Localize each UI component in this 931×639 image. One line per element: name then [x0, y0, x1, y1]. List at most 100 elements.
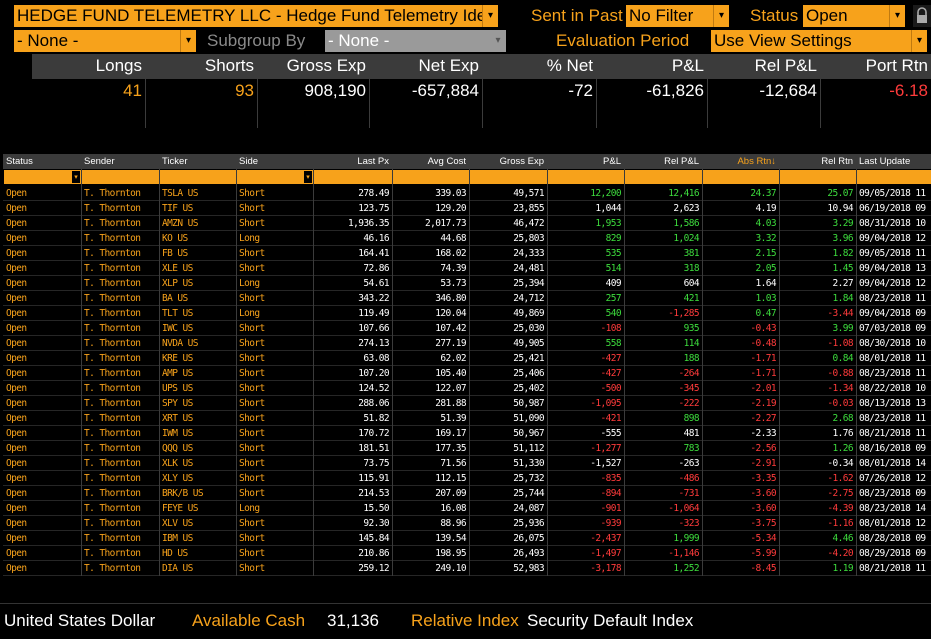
cell-side: Long	[239, 278, 260, 289]
column-header-rel-rtn[interactable]: Rel Rtn	[821, 156, 853, 167]
column-header-ticker[interactable]: Ticker	[162, 156, 188, 167]
column-filter-last-update[interactable]	[857, 170, 931, 184]
row-separator	[3, 260, 931, 261]
table-row[interactable]: Open T. Thornton AMP US Short 107.20 105.40 25…	[3, 366, 931, 381]
column-header-last-px[interactable]: Last Px	[357, 156, 389, 167]
cell-rel-rtn: 25.07	[827, 188, 853, 199]
table-row[interactable]: Open T. Thornton NVDA US Short 274.13 277.19 4…	[3, 336, 931, 351]
summary-value-pct-net: -72	[568, 81, 593, 100]
relative-index-label: Relative Index	[411, 611, 519, 630]
evaluation-period-select[interactable]: Use View Settings	[711, 30, 911, 52]
table-row[interactable]: Open T. Thornton TIF US Short 123.75 129.20 23…	[3, 201, 931, 216]
summary-header-rel-pnl: Rel P&L	[708, 54, 820, 79]
cell-status: Open	[6, 398, 27, 409]
status-chevron-down-icon[interactable]: ▾	[889, 5, 905, 27]
column-filter-rel-rtn[interactable]	[780, 170, 856, 184]
sent-in-past-chevron-down-icon[interactable]: ▾	[713, 5, 729, 27]
table-row[interactable]: Open T. Thornton AMZN US Short 1,936.35 2,017…	[3, 216, 931, 231]
cell-sender: T. Thornton	[84, 503, 141, 514]
table-row[interactable]: Open T. Thornton IWC US Short 107.66 107.42 25…	[3, 321, 931, 336]
sent-in-past-select[interactable]: No Filter	[626, 5, 713, 27]
table-row[interactable]: Open T. Thornton XRT US Short 51.82 51.39 51,0…	[3, 411, 931, 426]
group-chevron-down-icon[interactable]: ▾	[180, 30, 196, 52]
cell-ticker: XLY US	[162, 473, 193, 484]
fund-select-chevron-down-icon[interactable]: ▾	[482, 5, 498, 27]
table-row[interactable]: Open T. Thornton DIA US Short 259.12 249.10 52…	[3, 561, 931, 576]
column-header-side[interactable]: Side	[239, 156, 259, 167]
column-header-pnl[interactable]: P&L	[603, 156, 621, 167]
column-filter-pnl[interactable]	[548, 170, 624, 184]
subgroup-select[interactable]: - None -	[325, 30, 490, 52]
column-filter-avg-cost[interactable]	[393, 170, 469, 184]
cell-last-px: 1,936.35	[348, 218, 390, 229]
column-filter-status[interactable]: ▾	[4, 170, 81, 184]
summary-value-gross-exp: 908,190	[304, 81, 366, 100]
summary-divider	[145, 54, 146, 128]
table-row[interactable]: Open T. Thornton XLK US Short 73.75 71.56 51,3…	[3, 456, 931, 471]
subgroup-chevron-down-icon[interactable]: ▾	[490, 30, 506, 52]
column-filter-sender[interactable]	[82, 170, 159, 184]
cell-ticker: IWM US	[162, 428, 193, 439]
cell-sender: T. Thornton	[84, 473, 141, 484]
filter-chevron-down-icon[interactable]: ▾	[71, 170, 81, 184]
status-select[interactable]: Open	[803, 5, 889, 27]
table-row[interactable]: Open T. Thornton XLE US Short 72.86 74.39 24,4…	[3, 261, 931, 276]
table-row[interactable]: Open T. Thornton FB US Short 164.41 168.02 24,…	[3, 246, 931, 261]
table-row[interactable]: Open T. Thornton IWM US Short 170.72 169.17 50…	[3, 426, 931, 441]
column-header-avg-cost[interactable]: Avg Cost	[427, 156, 466, 167]
table-row[interactable]: Open T. Thornton KRE US Short 63.08 62.02 25,4…	[3, 351, 931, 366]
column-header-sender[interactable]: Sender	[84, 156, 115, 167]
column-filter-side[interactable]: ▾	[237, 170, 313, 184]
table-row[interactable]: Open T. Thornton QQQ US Short 181.51 177.35 51…	[3, 441, 931, 456]
cell-ticker: NVDA US	[162, 338, 198, 349]
table-row[interactable]: Open T. Thornton KO US Long 46.16 44.68 25,803…	[3, 231, 931, 246]
column-header-status[interactable]: Status	[6, 156, 33, 167]
lock-icon[interactable]	[913, 5, 931, 27]
cell-sender: T. Thornton	[84, 428, 141, 439]
cell-last-px: 343.22	[358, 293, 389, 304]
row-separator	[3, 485, 931, 486]
cell-side: Short	[239, 203, 265, 214]
cell-status: Open	[6, 518, 27, 529]
filter-bar-second: - None - ▾ Subgroup By - None - ▾ Evalua…	[0, 29, 931, 54]
cell-rel-pnl: 1,252	[673, 563, 699, 574]
column-filter-abs-rtn[interactable]	[703, 170, 779, 184]
cell-rel-rtn: 3.29	[832, 218, 854, 229]
table-row[interactable]: Open T. Thornton SPY US Short 288.06 281.88 50…	[3, 396, 931, 411]
table-row[interactable]: Open T. Thornton FEYE US Long 15.50 16.08 24,0…	[3, 501, 931, 516]
table-row[interactable]: Open T. Thornton TSLA US Short 278.49 339.03 4…	[3, 186, 931, 201]
column-filter-gross-exp[interactable]	[470, 170, 547, 184]
group-select[interactable]: - None -	[14, 30, 180, 52]
table-row[interactable]: Open T. Thornton IBM US Short 145.84 139.54 26…	[3, 531, 931, 546]
column-filter-last-px[interactable]	[314, 170, 392, 184]
cell-ticker: XLV US	[162, 518, 193, 529]
cell-rel-rtn: 3.96	[832, 233, 854, 244]
column-header-gross-exp[interactable]: Gross Exp	[499, 156, 544, 167]
summary-header-pct-net: % Net	[483, 54, 596, 79]
table-row[interactable]: Open T. Thornton XLV US Short 92.30 88.96 25,9…	[3, 516, 931, 531]
cell-avg-cost: 346.80	[435, 293, 466, 304]
column-header-rel-pnl[interactable]: Rel P&L	[664, 156, 699, 167]
table-row[interactable]: Open T. Thornton HD US Short 210.86 198.95 26,…	[3, 546, 931, 561]
table-row[interactable]: Open T. Thornton XLY US Short 115.91 112.15 25…	[3, 471, 931, 486]
cell-side: Short	[239, 518, 265, 529]
table-row[interactable]: Open T. Thornton XLP US Long 54.61 53.73 25,39…	[3, 276, 931, 291]
column-header-last-update[interactable]: Last Update	[859, 156, 911, 167]
column-filter-ticker[interactable]	[160, 170, 236, 184]
cell-gross-exp: 25,030	[513, 323, 544, 334]
column-header-abs-rtn[interactable]: Abs Rtn↓	[737, 156, 776, 167]
cell-side: Short	[239, 263, 265, 274]
column-filter-rel-pnl[interactable]	[625, 170, 702, 184]
summary-divider	[707, 54, 708, 128]
table-row[interactable]: Open T. Thornton BRK/B US Short 214.53 207.09…	[3, 486, 931, 501]
cell-avg-cost: 71.56	[440, 458, 466, 469]
table-row[interactable]: Open T. Thornton BA US Short 343.22 346.80 24,…	[3, 291, 931, 306]
fund-select[interactable]: HEDGE FUND TELEMETRY LLC - Hedge Fund Te…	[14, 5, 482, 27]
table-row[interactable]: Open T. Thornton TLT US Long 119.49 120.04 49,…	[3, 306, 931, 321]
evaluation-period-chevron-down-icon[interactable]: ▾	[911, 30, 927, 52]
table-row[interactable]: Open T. Thornton UPS US Short 124.52 122.07 25…	[3, 381, 931, 396]
cell-sender: T. Thornton	[84, 233, 141, 244]
cell-last-px: 72.86	[363, 263, 389, 274]
filter-chevron-down-icon[interactable]: ▾	[303, 170, 313, 184]
cell-avg-cost: 281.88	[435, 398, 466, 409]
